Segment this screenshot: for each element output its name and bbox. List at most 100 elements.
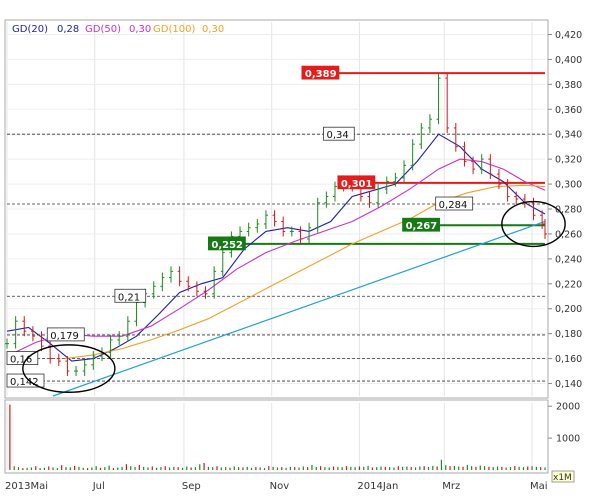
- y-tick-label: 0,360: [555, 105, 582, 116]
- volume-bar: [203, 462, 205, 470]
- volume-bar: [315, 466, 317, 470]
- volume-bar: [173, 466, 175, 470]
- volume-bar: [462, 466, 464, 470]
- volume-bar: [216, 466, 218, 470]
- x-tick-label: Sep: [182, 481, 201, 492]
- level-label: 0,16: [10, 355, 32, 366]
- level-box: [323, 126, 355, 141]
- volume-bar: [307, 467, 309, 470]
- y-tick-label: 0,200: [555, 304, 582, 315]
- volume-bar: [151, 466, 153, 470]
- volume-bar: [138, 464, 140, 470]
- volume-bar: [250, 467, 253, 470]
- volume-bar: [26, 467, 28, 470]
- volume-bar: [466, 464, 468, 470]
- volume-bar: [78, 466, 80, 470]
- volume-bar: [393, 467, 395, 470]
- volume-bar: [483, 466, 486, 470]
- volume-bar: [311, 464, 313, 470]
- volume-bar: [414, 467, 417, 470]
- volume-bar: [371, 467, 373, 470]
- y-tick-label: 0,240: [555, 254, 582, 265]
- volume-bar: [289, 466, 291, 470]
- y-tick-label: 0,380: [555, 80, 582, 91]
- volume-bar: [458, 466, 460, 470]
- volume-bar: [220, 467, 222, 470]
- x-tick-label: Mai: [530, 481, 548, 492]
- x-tick-label: Mrz: [442, 481, 460, 492]
- volume-bar: [121, 466, 123, 470]
- volume-bar: [432, 465, 434, 470]
- volume-bar: [125, 464, 127, 470]
- volume-bar: [168, 467, 171, 470]
- volume-bar: [337, 466, 339, 470]
- volume-bar: [354, 467, 356, 470]
- x-tick-label: 2014Jan: [357, 481, 398, 492]
- volume-bar: [255, 467, 257, 470]
- volume-bar: [9, 404, 11, 470]
- level-label: 0,284: [439, 200, 468, 211]
- volume-bar: [69, 467, 71, 470]
- volume-bar: [22, 468, 24, 470]
- ma-line-gd100: [64, 184, 546, 360]
- volume-bar: [199, 464, 201, 470]
- x-tick-label: 2013Mai: [5, 481, 48, 492]
- volume-bar: [449, 466, 451, 470]
- volume-bar: [35, 466, 37, 470]
- volume-bar: [268, 466, 270, 470]
- level-label: 0,301: [341, 179, 373, 190]
- annotation-circle: [501, 200, 566, 248]
- volume-bar: [319, 466, 322, 470]
- volume-bar: [302, 466, 304, 470]
- volume-bar: [501, 466, 503, 470]
- volume-bar: [233, 466, 235, 470]
- volume-bar: [479, 465, 481, 470]
- volume-tick-label: 2000: [556, 402, 580, 413]
- volume-bar: [190, 467, 192, 470]
- level-box: [337, 175, 376, 190]
- volume-bar: [91, 467, 93, 470]
- y-tick-label: 0,260: [555, 229, 582, 240]
- volume-bar: [397, 466, 399, 470]
- level-box: [46, 327, 85, 342]
- volume-bar: [177, 467, 179, 470]
- volume-bar: [263, 468, 266, 470]
- volume-bar: [496, 466, 499, 470]
- volume-bar: [117, 467, 119, 470]
- volume-bar: [276, 467, 279, 470]
- y-tick-label: 0,300: [555, 180, 582, 191]
- volume-bar: [324, 467, 326, 470]
- ma-line-gd50: [6, 158, 546, 357]
- volume-bar: [259, 467, 261, 470]
- volume-bar: [518, 466, 520, 470]
- level-box: [301, 65, 340, 80]
- level-label: 0,267: [406, 221, 438, 232]
- annotation-circle: [22, 344, 116, 393]
- volume-bar: [522, 467, 525, 470]
- volume-bar: [212, 467, 214, 470]
- volume-bar: [358, 466, 361, 470]
- volume-bar: [272, 466, 274, 470]
- x-tick-label: Jul: [92, 481, 105, 492]
- volume-bar: [82, 467, 84, 470]
- volume-bar: [527, 466, 529, 470]
- volume-bar: [281, 467, 283, 470]
- volume-bar: [181, 467, 184, 470]
- level-box: [402, 217, 440, 232]
- volume-bar: [246, 466, 248, 470]
- y-tick-label: 0,280: [555, 205, 582, 216]
- level-label: 0,389: [305, 69, 337, 80]
- level-label: 0,179: [50, 331, 79, 342]
- volume-bar: [535, 466, 537, 470]
- volume-bar: [436, 466, 438, 470]
- volume-bar: [341, 467, 343, 470]
- volume-bar: [423, 466, 425, 470]
- volume-bar: [445, 465, 447, 470]
- y-tick-label: 0,180: [555, 329, 582, 340]
- volume-bar: [285, 467, 287, 470]
- level-box: [435, 196, 474, 211]
- volume-bar: [401, 466, 404, 470]
- level-label: 0,21: [118, 292, 140, 303]
- volume-bar: [328, 467, 330, 470]
- volume-bar: [492, 467, 494, 470]
